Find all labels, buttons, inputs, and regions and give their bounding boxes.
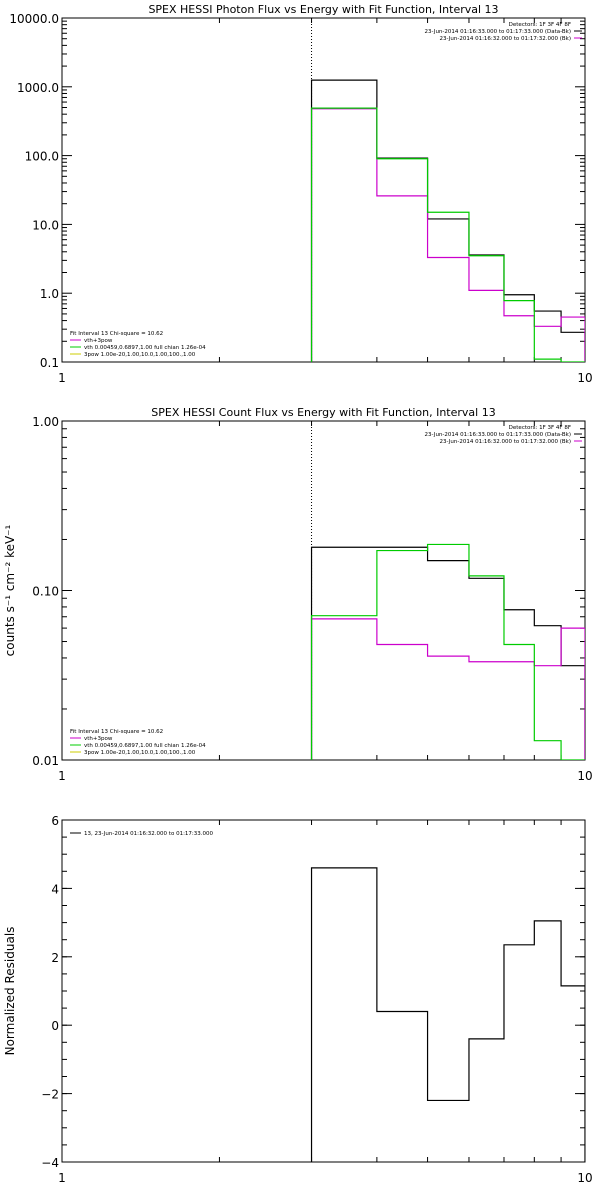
y-tick-label: 10000.0 — [9, 12, 59, 26]
header-line: 23-Jun-2014 01:16:32.000 to 01:17:32.000… — [439, 439, 571, 445]
y-tick-label: 1000.0 — [17, 81, 59, 95]
header-line: 23-Jun-2014 01:16:32.000 to 01:17:32.000… — [439, 36, 571, 42]
x-tick-label: 10 — [577, 769, 592, 783]
y-tick-label: 100.0 — [25, 150, 59, 164]
legend-line: Fit Interval 13 Chi-square = 10.62 — [70, 729, 163, 735]
x-tick-label: 1 — [58, 769, 66, 783]
y-tick-label: −4 — [41, 1156, 59, 1170]
y-tick-label: 0.1 — [40, 356, 59, 370]
series-line-1 — [310, 108, 585, 362]
y-tick-label: 1.0 — [40, 287, 59, 301]
legend-line: 13, 23-Jun-2014 01:16:32.000 to 01:17:33… — [84, 831, 214, 837]
chart-title: SPEX HESSI Photon Flux vs Energy with Fi… — [148, 3, 498, 16]
series-line-0 — [310, 546, 585, 760]
plot-frame — [61, 819, 586, 1163]
series-line-0 — [310, 867, 585, 1162]
y-axis-label: counts s⁻¹ cm⁻² keV⁻¹ — [3, 524, 17, 656]
y-tick-label: −2 — [41, 1088, 59, 1102]
y-tick-label: 6 — [51, 814, 59, 828]
residuals-panel: Normalized Residuals 1 10 −4 −2 0 2 4 6 13, 23-Ju… — [3, 814, 593, 1185]
header-line: Detectors: 1F 3F 4F 8F — [509, 425, 571, 431]
x-tick-label: 10 — [577, 1171, 592, 1185]
legend-line: vth+3pow — [84, 736, 113, 742]
y-tick-label: 0.10 — [32, 585, 59, 599]
x-tick-label: 1 — [58, 371, 66, 385]
plot-frame — [61, 17, 586, 363]
x-tick-label: 1 — [58, 1171, 66, 1185]
y-tick-label: 10.0 — [32, 218, 59, 232]
chart-title: SPEX HESSI Count Flux vs Energy with Fit… — [151, 406, 495, 419]
legend-line: 3pow 1.00e-20,1.00,10.0,1.00,100.,1.00 — [84, 750, 196, 756]
legend-line: 3pow 1.00e-20,1.00,10.0,1.00,100.,1.00 — [84, 352, 196, 358]
header-line: 23-Jun-2014 01:16:33.000 to 01:17:33.000… — [425, 29, 571, 35]
header-line: 23-Jun-2014 01:16:33.000 to 01:17:33.000… — [425, 432, 571, 438]
header-line: Detectors: 1F 3F 4F 8F — [509, 22, 571, 28]
legend-line: vth+3pow — [84, 338, 113, 344]
plot-frame — [61, 420, 586, 761]
legend-line: vth 0.00459,0.6897,1.00 full chian 1.26e… — [84, 345, 206, 351]
count-flux-panel: SPEX HESSI Count Flux vs Energy with Fit… — [3, 406, 593, 783]
y-tick-label: 1.00 — [32, 415, 59, 429]
x-tick-label: 10 — [577, 371, 592, 385]
series-line-2 — [310, 543, 585, 760]
y-tick-label: 0 — [51, 1019, 59, 1033]
y-tick-label: 2 — [51, 951, 59, 965]
legend-line: vth 0.00459,0.6897,1.00 full chian 1.26e… — [84, 743, 206, 749]
y-tick-label: 4 — [51, 882, 59, 896]
legend-line: Fit Interval 13 Chi-square = 10.62 — [70, 331, 163, 337]
y-axis-label: Normalized Residuals — [3, 927, 17, 1056]
series-line-1 — [310, 618, 585, 760]
y-tick-label: 0.01 — [32, 754, 59, 768]
series-line-0 — [310, 79, 585, 362]
series-line-2 — [310, 107, 585, 362]
photon-flux-panel: SPEX HESSI Photon Flux vs Energy with Fi… — [9, 3, 592, 385]
